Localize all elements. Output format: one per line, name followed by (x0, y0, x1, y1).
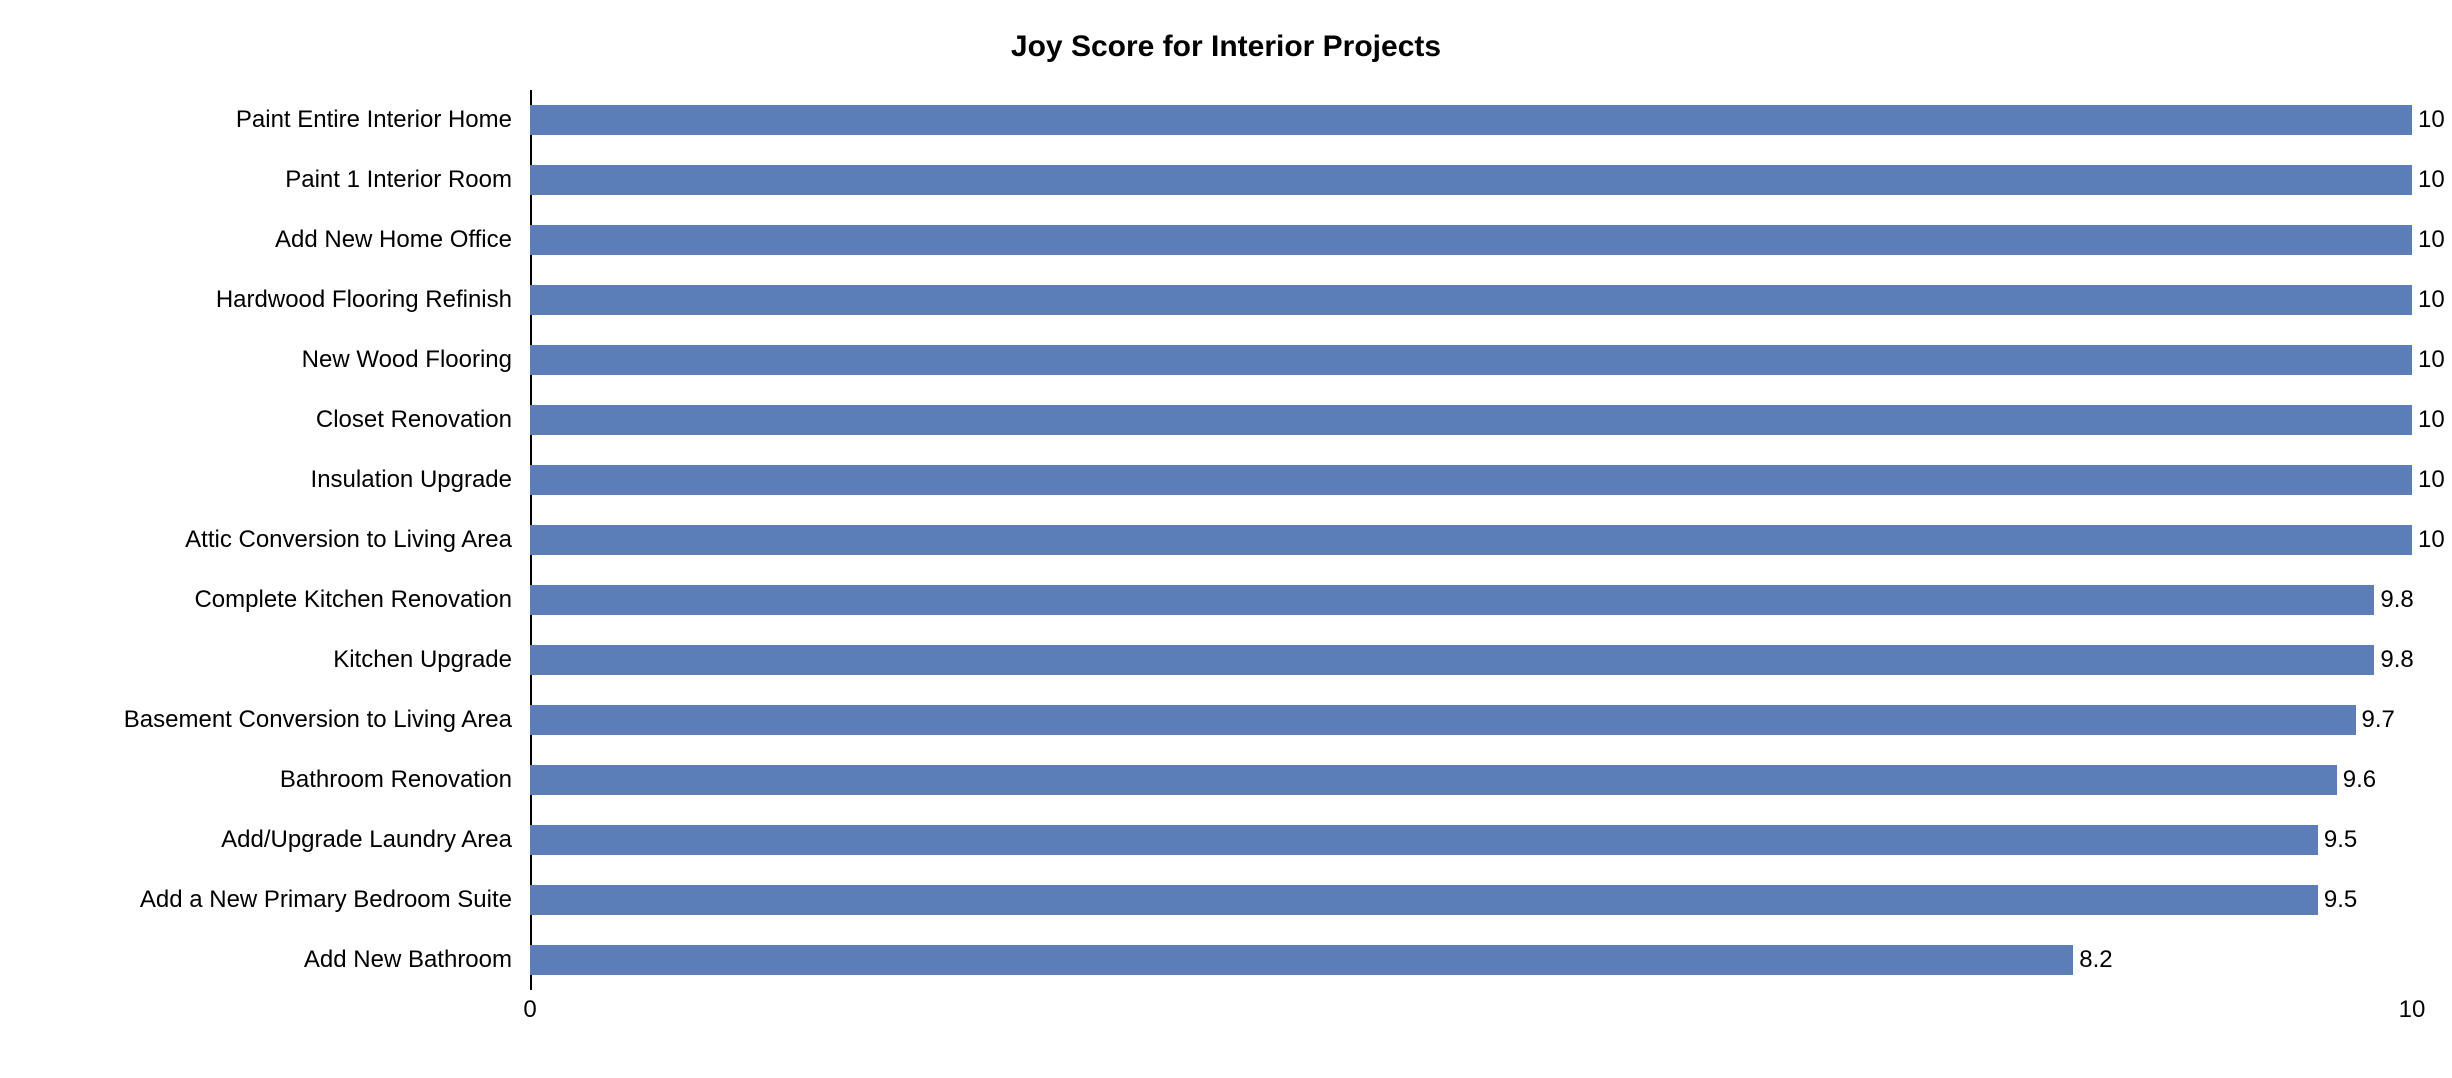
bar (530, 765, 2337, 795)
value-label: 10 (2418, 226, 2445, 254)
bar (530, 525, 2412, 555)
x-tick: 0 (523, 996, 536, 1024)
value-label: 10 (2418, 346, 2445, 374)
bar (530, 945, 2073, 975)
y-label: Hardwood Flooring Refinish (40, 286, 530, 314)
joy-score-chart: Joy Score for Interior Projects Paint En… (0, 0, 2452, 1078)
x-tick: 10 (2399, 996, 2426, 1024)
bar (530, 825, 2318, 855)
bar (530, 105, 2412, 135)
y-label: New Wood Flooring (40, 346, 530, 374)
bar (530, 165, 2412, 195)
value-label: 9.6 (2343, 766, 2376, 794)
y-label: Add New Bathroom (40, 946, 530, 974)
y-label: Closet Renovation (40, 406, 530, 434)
value-label: 10 (2418, 526, 2445, 554)
y-label: Bathroom Renovation (40, 766, 530, 794)
bar (530, 885, 2318, 915)
y-label: Paint Entire Interior Home (40, 106, 530, 134)
value-label: 10 (2418, 106, 2445, 134)
y-label: Add/Upgrade Laundry Area (40, 826, 530, 854)
bars-area: 10101010101010109.89.89.79.69.59.58.2 (530, 90, 2412, 990)
x-axis-ticks: 010 (530, 990, 2412, 1030)
bar (530, 405, 2412, 435)
value-label: 9.7 (2362, 706, 2395, 734)
y-label: Kitchen Upgrade (40, 646, 530, 674)
value-label: 9.8 (2380, 586, 2413, 614)
y-label: Complete Kitchen Renovation (40, 586, 530, 614)
chart-title: Joy Score for Interior Projects (40, 30, 2412, 64)
value-label: 8.2 (2079, 946, 2112, 974)
y-axis-labels: Paint Entire Interior Home Paint 1 Interi… (40, 90, 530, 990)
value-label: 10 (2418, 286, 2445, 314)
value-label: 10 (2418, 166, 2445, 194)
value-label: 9.8 (2380, 646, 2413, 674)
y-label: Attic Conversion to Living Area (40, 526, 530, 554)
bar (530, 585, 2374, 615)
y-label: Insulation Upgrade (40, 466, 530, 494)
plot-area: Paint Entire Interior Home Paint 1 Interi… (40, 90, 2412, 990)
y-label: Add New Home Office (40, 226, 530, 254)
y-label: Add a New Primary Bedroom Suite (40, 886, 530, 914)
bar (530, 645, 2374, 675)
value-label: 10 (2418, 466, 2445, 494)
value-label: 10 (2418, 406, 2445, 434)
y-label: Basement Conversion to Living Area (40, 706, 530, 734)
bar (530, 345, 2412, 375)
y-label: Paint 1 Interior Room (40, 166, 530, 194)
bar (530, 285, 2412, 315)
bar (530, 465, 2412, 495)
value-label: 9.5 (2324, 826, 2357, 854)
bar (530, 705, 2356, 735)
bar (530, 225, 2412, 255)
value-label: 9.5 (2324, 886, 2357, 914)
